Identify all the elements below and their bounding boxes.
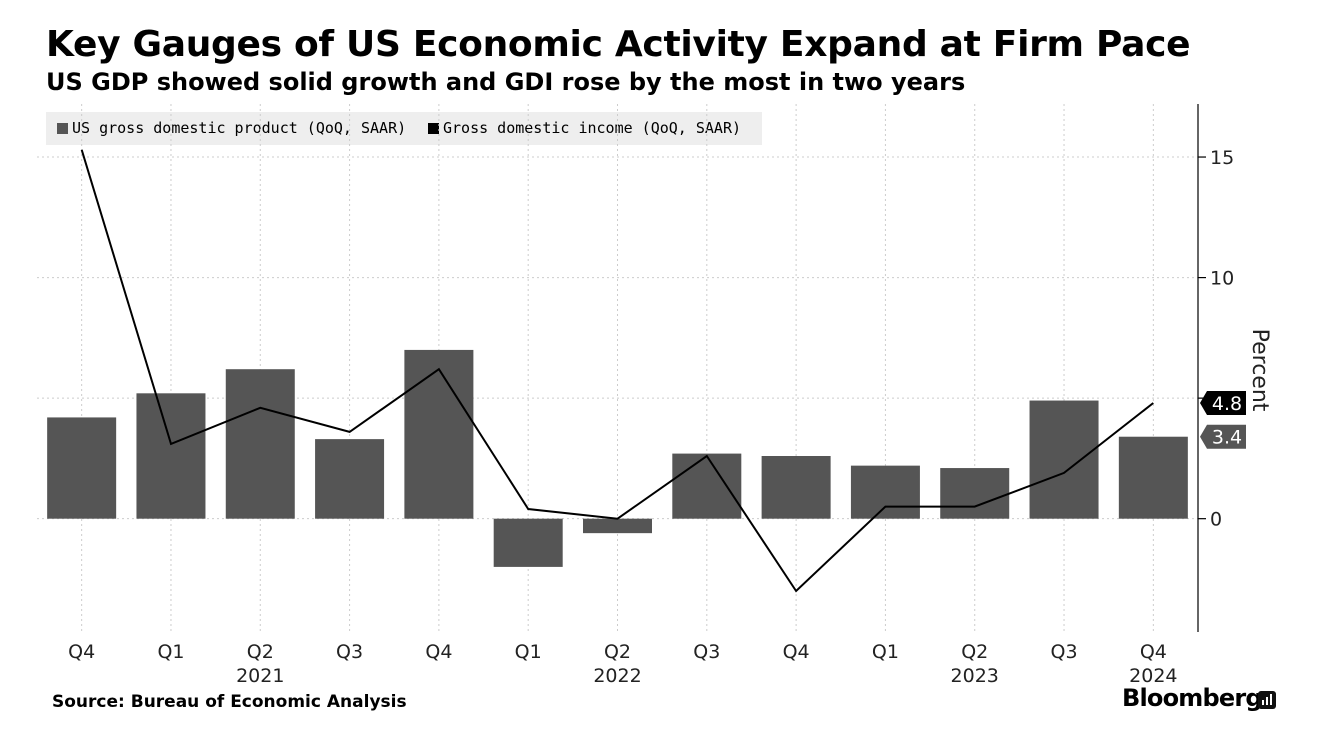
legend-label-gdp: US gross domestic product (QoQ, SAAR) (72, 119, 407, 137)
gdp-bar (136, 393, 206, 519)
x-tick-label: Q2 (961, 641, 988, 663)
gdp-bar (493, 518, 563, 567)
legend: US gross domestic product (QoQ, SAAR) Gr… (46, 112, 762, 145)
x-tick-label: Q2 (604, 641, 631, 663)
brand-logo: Bloomberg (1122, 684, 1263, 712)
source-note: Source: Bureau of Economic Analysis (52, 692, 407, 712)
gdp-bar (225, 369, 295, 519)
gdp-bar (315, 439, 385, 519)
gdi-last-value-tag (1200, 390, 1246, 415)
x-tick-label: Q4 (1140, 641, 1167, 663)
bloomberg-terminal-icon (1258, 691, 1276, 709)
gdp-bar (1029, 400, 1099, 519)
x-year-label: 2023 (951, 665, 999, 687)
x-tick-label: Q2 (247, 641, 274, 663)
legend-label-gdi: Gross domestic income (QoQ, SAAR) (443, 119, 742, 137)
legend-swatch-gdp (57, 123, 68, 134)
gdp-last-value-tag (1200, 424, 1246, 449)
gdi-last-value-label: 4.8 (1212, 393, 1242, 415)
x-tick-label: Q3 (1051, 641, 1078, 663)
y-tick-label: 0 (1210, 509, 1222, 531)
legend-swatch-gdi (428, 123, 439, 134)
x-tick-label: Q1 (157, 641, 184, 663)
legend-item-gdi: Gross domestic income (QoQ, SAAR) (428, 119, 741, 137)
x-tick-label: Q1 (515, 641, 542, 663)
gdp-bar (761, 456, 831, 519)
gdp-bar (1118, 436, 1188, 519)
gdp-bar (672, 453, 742, 519)
y-tick-label: 10 (1210, 268, 1234, 290)
x-year-label: 2022 (593, 665, 641, 687)
y-tick-label: 15 (1210, 147, 1234, 169)
x-tick-label: Q4 (783, 641, 810, 663)
gdp-bar (850, 465, 920, 519)
gdp-bar (940, 468, 1010, 519)
x-tick-label: Q3 (693, 641, 720, 663)
x-tick-label: Q1 (872, 641, 899, 663)
x-year-label: 2021 (236, 665, 284, 687)
x-tick-label: Q4 (425, 641, 452, 663)
gdp-bar (583, 518, 652, 534)
gdp-bar (47, 417, 117, 519)
x-tick-label: Q3 (336, 641, 363, 663)
gdp-last-value-label: 3.4 (1212, 427, 1242, 449)
x-year-label: 2024 (1129, 665, 1177, 687)
legend-item-gdp: US gross domestic product (QoQ, SAAR) (57, 119, 406, 137)
chart-title: Key Gauges of US Economic Activity Expan… (46, 24, 1191, 65)
gdp-bar (404, 349, 474, 519)
x-tick-label: Q4 (68, 641, 95, 663)
chart-subtitle: US GDP showed solid growth and GDI rose … (46, 68, 966, 96)
y-axis-title: Percent (1247, 329, 1272, 412)
gdi-line (80, 149, 1154, 593)
